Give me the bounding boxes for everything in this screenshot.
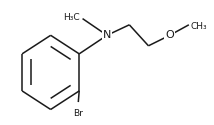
- Text: CH₃: CH₃: [191, 22, 208, 30]
- Text: H₃C: H₃C: [63, 13, 79, 22]
- Text: N: N: [103, 30, 111, 40]
- Text: Br: Br: [73, 109, 83, 118]
- Text: O: O: [165, 30, 174, 40]
